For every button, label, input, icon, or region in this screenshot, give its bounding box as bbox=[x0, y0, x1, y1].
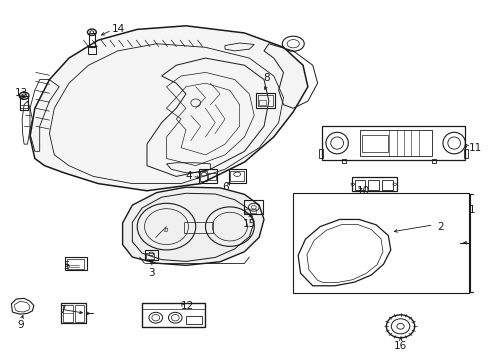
Bar bbox=[431, 159, 435, 163]
Text: 4: 4 bbox=[185, 171, 192, 181]
Bar bbox=[256, 93, 274, 108]
Bar bbox=[354, 180, 365, 190]
Polygon shape bbox=[122, 187, 264, 265]
Bar bbox=[65, 257, 86, 270]
Polygon shape bbox=[30, 26, 307, 191]
Text: 2: 2 bbox=[436, 222, 443, 231]
Bar bbox=[359, 130, 431, 156]
Bar bbox=[207, 173, 215, 180]
Bar bbox=[89, 33, 95, 46]
Text: 11: 11 bbox=[468, 143, 481, 153]
Bar bbox=[463, 149, 467, 158]
Text: b: b bbox=[163, 227, 167, 233]
Text: 16: 16 bbox=[393, 341, 407, 351]
Bar bbox=[228, 168, 246, 183]
Text: 5: 5 bbox=[63, 261, 70, 271]
Bar bbox=[230, 171, 244, 181]
Bar bbox=[142, 303, 205, 327]
Text: 14: 14 bbox=[112, 24, 125, 35]
Text: 3: 3 bbox=[148, 268, 155, 278]
Bar bbox=[258, 95, 272, 106]
Bar bbox=[198, 168, 217, 183]
Text: 10: 10 bbox=[356, 186, 369, 196]
Bar bbox=[20, 96, 28, 110]
Bar bbox=[245, 209, 256, 213]
Bar bbox=[351, 177, 396, 192]
Text: 13: 13 bbox=[15, 87, 28, 98]
Bar bbox=[318, 149, 322, 158]
Bar bbox=[67, 259, 83, 269]
Bar bbox=[321, 126, 465, 160]
Bar bbox=[61, 303, 85, 323]
Bar bbox=[367, 180, 378, 190]
Text: 12: 12 bbox=[181, 301, 194, 311]
Bar bbox=[146, 253, 154, 259]
Bar bbox=[381, 180, 392, 190]
Bar bbox=[145, 250, 158, 260]
Bar bbox=[185, 316, 201, 324]
Text: 1: 1 bbox=[468, 206, 474, 216]
Bar bbox=[259, 100, 265, 105]
Bar bbox=[200, 171, 206, 181]
Bar bbox=[63, 305, 73, 322]
Text: 8: 8 bbox=[263, 73, 269, 83]
Bar bbox=[75, 305, 83, 322]
Text: 6: 6 bbox=[222, 182, 228, 192]
Bar bbox=[341, 159, 345, 163]
Bar bbox=[183, 222, 212, 233]
Text: 9: 9 bbox=[18, 320, 24, 330]
Text: 7: 7 bbox=[59, 305, 66, 315]
Bar bbox=[293, 193, 468, 293]
Text: 15: 15 bbox=[242, 220, 256, 229]
Bar bbox=[88, 46, 96, 54]
Bar bbox=[244, 200, 263, 215]
Bar bbox=[361, 135, 387, 152]
